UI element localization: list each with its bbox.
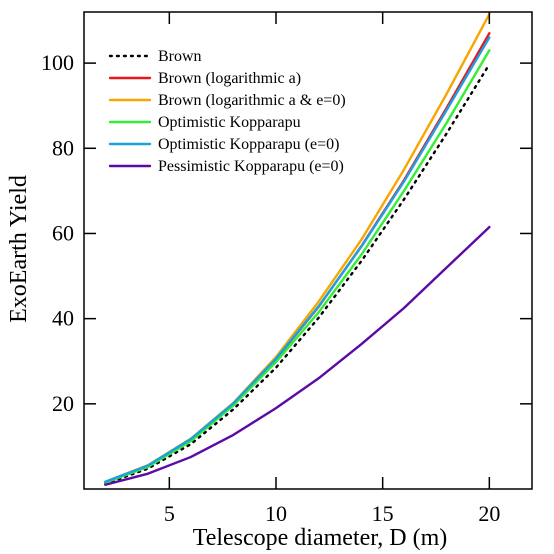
x-tick-label-20: 20 — [478, 501, 500, 526]
series-line-optimistic-kopparapu — [104, 49, 491, 484]
legend-item-brown-logarithmic-a-e-0: Brown (logarithmic a & e=0) — [108, 92, 346, 109]
legend-label-pessimistic-kopparapu-e-0: Pessimistic Kopparapu (e=0) — [158, 158, 344, 175]
x-axis-label: Telescope diameter, D (m) — [193, 525, 448, 551]
x-tick-label-10: 10 — [265, 501, 287, 526]
y-tick-label-60: 60 — [52, 220, 74, 245]
plot-layer — [104, 12, 491, 486]
ticks-layer: 5 10 15 20 20 40 60 80 100 — [41, 12, 532, 526]
series-line-optimistic-kopparapu-e-0 — [104, 36, 491, 483]
legend-item-brown-logarithmic-a: Brown (logarithmic a) — [108, 70, 301, 87]
legend-label-brown-logarithmic-a-e-0: Brown (logarithmic a & e=0) — [158, 92, 346, 109]
series-line-brown — [104, 63, 491, 486]
legend-layer: Brown Brown (logarithmic a) Brown (logarit… — [108, 48, 346, 175]
legend-item-optimistic-kopparapu-e-0: Optimistic Kopparapu (e=0) — [108, 136, 339, 153]
legend-label-optimistic-kopparapu-e-0: Optimistic Kopparapu (e=0) — [158, 136, 339, 153]
y-tick-label-40: 40 — [52, 306, 74, 331]
legend-label-brown: Brown — [158, 48, 202, 65]
legend-item-optimistic-kopparapu: Optimistic Kopparapu — [108, 114, 301, 131]
x-tick-label-15: 15 — [372, 501, 394, 526]
series-line-pessimistic-kopparapu-e-0 — [104, 225, 491, 486]
legend-item-pessimistic-kopparapu-e-0: Pessimistic Kopparapu (e=0) — [108, 158, 344, 175]
plot-frame — [83, 11, 533, 490]
x-tick-label-5: 5 — [164, 501, 175, 526]
legend-label-optimistic-kopparapu: Optimistic Kopparapu — [158, 114, 301, 131]
y-tick-label-80: 80 — [52, 135, 74, 160]
y-tick-label-20: 20 — [52, 391, 74, 416]
legend-label-brown-logarithmic-a: Brown (logarithmic a) — [158, 70, 301, 87]
y-tick-label-100: 100 — [41, 50, 74, 75]
y-axis-label: ExoEarth Yield — [6, 175, 32, 323]
legend-item-brown: Brown — [108, 48, 202, 65]
